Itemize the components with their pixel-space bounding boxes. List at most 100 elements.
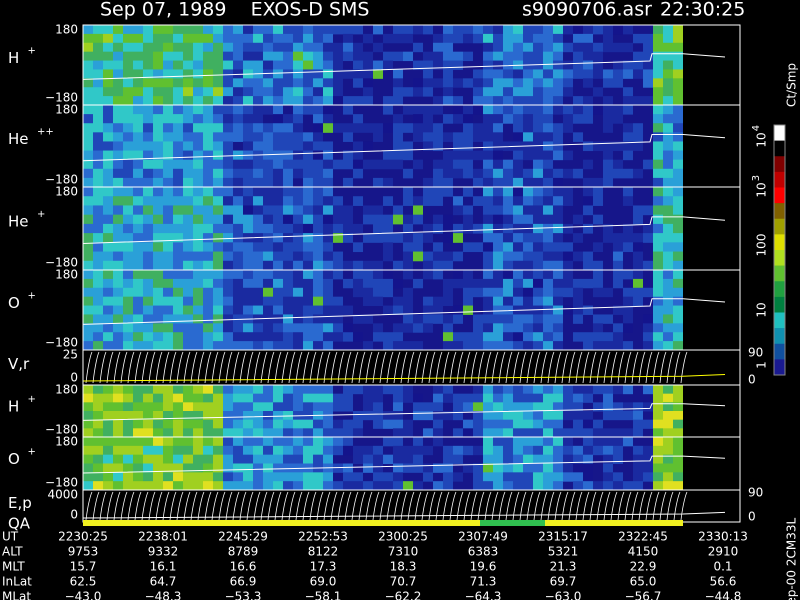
spectrogram-cell [483,287,493,298]
spectrogram-cell [153,251,163,262]
spectrogram-cell [523,150,533,161]
spectrogram-cell [663,132,673,142]
spectrogram-cell [603,150,613,161]
spectrogram-cell [573,214,583,225]
spectrogram-cell [253,60,263,70]
spectrogram-cell [323,323,333,333]
table-cell: 4150 [628,545,659,559]
spectrogram-cell [183,445,193,456]
spectrogram-cell [543,87,553,97]
spectrogram-cell [393,341,403,351]
spectrogram-cell [413,323,423,333]
spectrogram-cell [133,78,143,88]
spectrogram-cell [423,132,433,142]
spectrogram-cell [393,150,403,161]
spectrogram-cell [253,205,263,216]
spectrogram-cell [183,437,193,447]
spectrogram-cell [433,314,443,324]
spectrogram-cell [253,223,263,234]
spectrogram-cell [223,96,233,106]
spectrogram-cell [383,233,393,243]
spectrogram-cell [173,60,183,70]
spectrogram-cell [273,411,283,421]
spectrogram-cell [363,287,373,298]
spectrogram-cell [193,278,203,289]
spectrogram-cell [653,159,663,170]
spectrogram-cell [663,463,673,473]
spectrogram-cell [603,332,613,342]
spectrogram-cell [163,270,173,280]
spectrogram-cell [213,323,223,333]
spectrogram-cell [663,105,673,115]
spectrogram-cell [103,223,113,234]
spectrogram-cell [543,296,553,307]
spectrogram-cell [213,287,223,298]
spectrogram-cell [313,159,323,170]
spectrogram-cell [453,159,463,170]
spectrogram-cell [323,402,333,412]
trace [82,403,726,421]
spectrogram-cell [383,223,393,234]
spectrogram-cell [213,402,223,412]
spectrogram-cell [223,472,233,482]
y-top-label: 180 [55,23,78,37]
spectrogram-cell [133,69,143,79]
spectrogram-cell [603,105,613,115]
spectrogram-cell [133,177,143,188]
spectrogram-cell [273,463,283,473]
spectrogram-cell [533,25,543,35]
spectrogram-cell [673,296,683,307]
spectrogram-cell [313,278,323,289]
spectrogram-cell [663,42,673,53]
spectrogram-cell [533,69,543,79]
spectrogram-cell [103,332,113,342]
spectrogram-cell [483,393,493,403]
spectrogram-cell [543,251,553,262]
spectrogram-cell [483,96,493,106]
spectrogram-cell [293,168,303,179]
spectrogram-cell [653,472,663,482]
spectrogram-cell [673,69,683,79]
spectrogram-cell [153,287,163,298]
spectrogram-cell [583,78,593,88]
spectrogram-cell [213,187,223,197]
spectrogram-cell [483,341,493,351]
spectrogram-cell [613,278,623,289]
spectrogram-cell [503,114,513,124]
spectrogram-cell [263,78,273,88]
spectrogram-cell [123,105,133,115]
spectrogram-cell [203,105,213,115]
spectrogram-cell [233,42,243,53]
spectrogram-cell [433,96,443,106]
spectrogram-cell [513,25,523,35]
spectrogram-cell [513,168,523,179]
spectrogram-cell [673,177,683,188]
spectrogram-cell [483,233,493,243]
spectrogram-cell [193,419,203,429]
spectrogram-cell [203,278,213,289]
row-label: UT [2,530,19,544]
spectrogram-cell [143,402,153,412]
spectrogram-cell [123,242,133,253]
spectrogram-cell [173,78,183,88]
spectrogram-cell [283,260,293,271]
spectrogram-cell [173,168,183,179]
spectrogram-cell [483,428,493,438]
spectrogram-cell [433,214,443,225]
spectrogram-cell [223,251,233,262]
spectrogram-cell [293,141,303,152]
spectrogram-cell [443,78,453,88]
spectrogram-cell [163,472,173,482]
spectrogram-cell [303,233,313,243]
spectrogram-cell [113,314,123,324]
spectrogram-cell [283,270,293,280]
spectrogram-cell [663,402,673,412]
spectrogram-cell [233,96,243,106]
spectrogram-cell [113,305,123,315]
spectrogram-cell [423,314,433,324]
spectrogram-cell [283,114,293,124]
spectrogram-cell [393,141,403,152]
spectrogram-cell [243,305,253,315]
spectrogram-cell [183,419,193,429]
